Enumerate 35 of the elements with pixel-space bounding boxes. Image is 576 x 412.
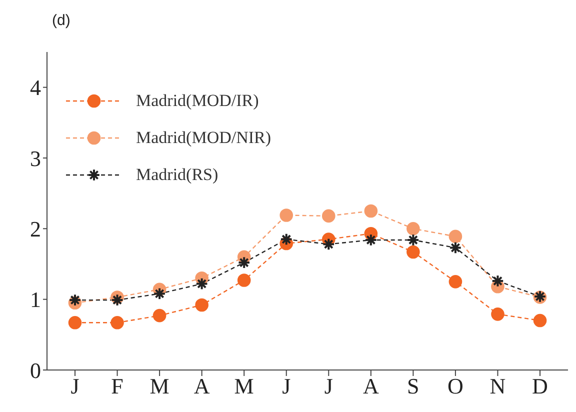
point bbox=[406, 222, 420, 236]
y-tick-label: 4 bbox=[30, 75, 41, 100]
point bbox=[448, 230, 462, 244]
point bbox=[406, 245, 420, 259]
point bbox=[280, 208, 294, 222]
point bbox=[448, 275, 462, 288]
y-tick-label: 0 bbox=[30, 358, 41, 383]
x-tick-label: J bbox=[324, 374, 334, 399]
legend-label: Madrid(MOD/IR) bbox=[136, 90, 259, 110]
x-tick-label: S bbox=[407, 374, 420, 399]
point bbox=[152, 308, 166, 322]
point bbox=[364, 204, 378, 218]
legend-label: Madrid(MOD/NIR) bbox=[136, 128, 272, 148]
point bbox=[68, 316, 82, 330]
legend-label: Madrid(RS) bbox=[136, 164, 218, 184]
x-tick-label: F bbox=[111, 374, 124, 399]
y-tick-label: 1 bbox=[30, 287, 41, 312]
chart-title: (d) bbox=[52, 12, 70, 29]
x-tick-label: A bbox=[362, 374, 379, 399]
point bbox=[110, 316, 124, 330]
point bbox=[322, 209, 336, 223]
x-tick-label: M bbox=[150, 374, 170, 399]
x-tick-label: N bbox=[490, 374, 506, 399]
x-tick-label: M bbox=[234, 374, 254, 399]
y-tick-label: 2 bbox=[30, 216, 41, 242]
x-tick-label: A bbox=[194, 374, 210, 399]
point bbox=[195, 298, 208, 312]
point bbox=[533, 314, 547, 328]
x-tick-label: O bbox=[448, 374, 464, 399]
x-tick-label: J bbox=[282, 374, 292, 399]
x-tick-label: D bbox=[532, 374, 548, 399]
point bbox=[237, 274, 251, 287]
x-tick-label: J bbox=[70, 374, 80, 399]
point bbox=[491, 308, 504, 321]
y-tick-label: 3 bbox=[30, 146, 41, 171]
